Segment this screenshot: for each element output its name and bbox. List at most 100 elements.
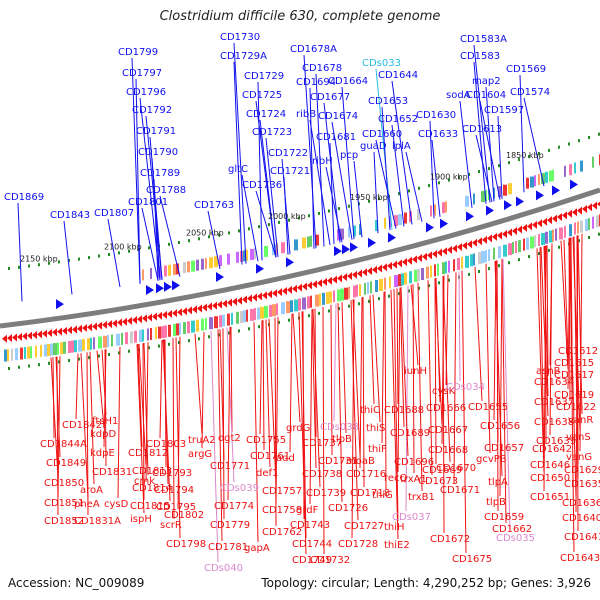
gene-label[interactable]: CD1743 — [290, 520, 330, 531]
gene-label[interactable]: thiE2 — [384, 540, 410, 551]
gene-label[interactable]: CD1869 — [4, 192, 44, 203]
gene-label[interactable]: CD1762 — [262, 527, 302, 538]
gene-label[interactable]: tlpA — [488, 477, 508, 488]
gene-label[interactable]: CD1652 — [378, 114, 418, 125]
gene-label[interactable]: thiS — [366, 423, 385, 434]
gene-label[interactable]: CD1644 — [378, 70, 418, 81]
gene-label[interactable]: CD1730 — [220, 32, 260, 43]
gene-label[interactable]: CD1728 — [338, 539, 378, 550]
gene-label[interactable]: CD1635 — [564, 479, 600, 490]
gene-label[interactable]: CD1664 — [328, 76, 368, 87]
gene-label[interactable]: CD1801 — [128, 197, 168, 208]
gene-label[interactable]: CDs037 — [392, 512, 431, 523]
gene-label[interactable]: CD1650 — [530, 473, 570, 484]
gene-label[interactable]: CD1662 — [492, 524, 532, 535]
gene-label[interactable]: thiF — [368, 444, 387, 455]
gene-label[interactable]: CD1725 — [242, 90, 282, 101]
gene-label[interactable]: CD1795 — [156, 502, 196, 513]
gene-label[interactable]: CD1643 — [560, 553, 600, 564]
gene-label[interactable]: CD1849 — [46, 458, 86, 469]
gene-label[interactable]: lplA — [392, 141, 411, 152]
gene-label[interactable]: trxB1 — [408, 492, 435, 503]
gene-label[interactable]: CD1642 — [532, 444, 572, 455]
gene-label[interactable]: ispH — [130, 514, 152, 525]
gene-label[interactable]: CDs033 — [362, 58, 401, 69]
gene-label[interactable]: CD1802 — [164, 510, 204, 521]
gene-label[interactable]: CD1638 — [534, 417, 574, 428]
gene-label[interactable]: CD1771 — [210, 461, 250, 472]
gene-label[interactable]: moaB — [346, 456, 375, 467]
gene-label[interactable]: CD1831A — [74, 516, 121, 527]
gene-label[interactable]: ribB — [296, 109, 316, 120]
gene-label[interactable]: CD1793 — [152, 468, 192, 479]
gene-label[interactable]: CD1724 — [246, 109, 286, 120]
gene-label[interactable]: CD1794 — [154, 485, 194, 496]
gene-label[interactable]: CD1569 — [506, 64, 546, 75]
gene-label[interactable]: CD1640 — [562, 513, 600, 524]
gene-label[interactable]: CD1729A — [220, 51, 267, 62]
gene-label[interactable]: CD1633 — [418, 129, 458, 140]
gene-label[interactable]: CDs039 — [220, 483, 259, 494]
gene-label[interactable]: CD1583 — [460, 51, 500, 62]
gene-label[interactable]: ftsH1 — [92, 416, 118, 427]
gene-label[interactable]: CD1736 — [242, 180, 282, 191]
gene-label[interactable]: CD1812 — [128, 448, 168, 459]
gene-label[interactable]: CD1656 — [480, 421, 520, 432]
gene-label[interactable]: kdpE — [90, 448, 115, 459]
gene-label[interactable]: CD1781 — [208, 542, 248, 553]
gene-label[interactable]: argG — [188, 449, 212, 460]
gene-label[interactable]: def1 — [256, 468, 278, 479]
gene-label[interactable]: CD1583A — [460, 34, 507, 45]
gene-label[interactable]: CD1619 — [554, 390, 594, 401]
gene-label[interactable]: CD1814 — [132, 483, 172, 494]
gene-label[interactable]: CD1651 — [530, 492, 570, 503]
gene-label[interactable]: CD1790 — [138, 147, 178, 158]
gene-label[interactable]: sodA — [446, 90, 471, 101]
gene-label[interactable]: pcp — [340, 150, 358, 161]
gene-label[interactable]: CD1844A — [40, 439, 87, 450]
gene-label[interactable]: asnB — [536, 366, 561, 377]
gene-label[interactable]: CD1677 — [310, 92, 350, 103]
gene-label[interactable]: CD1831 — [92, 467, 132, 478]
gene-label[interactable]: CD1673 — [418, 476, 458, 487]
gene-label[interactable]: CD1749 — [292, 555, 332, 566]
gene-label[interactable]: CD1791 — [136, 126, 176, 137]
gene-label[interactable]: thiH — [384, 522, 405, 533]
gene-label[interactable]: CD1718 — [350, 488, 390, 499]
gene-label[interactable]: CD1755 — [246, 435, 286, 446]
gene-label[interactable]: trxA1 — [400, 474, 427, 485]
gene-label[interactable]: CD1694 — [296, 77, 336, 88]
gene-label[interactable]: CD1797 — [122, 68, 162, 79]
gene-label[interactable]: CD1774 — [214, 501, 254, 512]
gene-label[interactable]: CD1788 — [146, 185, 186, 196]
gene-label[interactable]: CD1842 — [62, 420, 102, 431]
gene-label[interactable]: gltC — [228, 164, 248, 175]
gene-label[interactable]: tlpB — [486, 497, 506, 508]
gene-label[interactable]: CD1732 — [310, 555, 350, 566]
gene-label[interactable]: CD1660 — [362, 129, 402, 140]
gene-label[interactable]: CD1789 — [140, 168, 180, 179]
gene-label[interactable]: ogt2 — [218, 433, 241, 444]
gene-label[interactable]: CD1639 — [536, 436, 576, 447]
gene-label[interactable]: grdG — [286, 423, 310, 434]
gene-label[interactable]: ribH — [312, 156, 333, 167]
gene-label[interactable]: thiG — [372, 490, 393, 501]
gene-label[interactable]: CD1670 — [436, 463, 476, 474]
gene-label[interactable]: CDs034 — [446, 382, 485, 393]
gene-label[interactable]: CD1796 — [126, 87, 166, 98]
gene-label[interactable]: CD1727 — [344, 521, 384, 532]
gene-label[interactable]: CD1681 — [316, 132, 356, 143]
gene-label[interactable]: CD1622 — [556, 402, 596, 413]
gene-label[interactable]: CD1672 — [430, 534, 470, 545]
gene-label[interactable]: iunH — [404, 366, 427, 377]
gene-label[interactable]: CD1689 — [390, 428, 430, 439]
gene-label[interactable]: CD1757 — [262, 486, 302, 497]
gene-label[interactable]: CD1668 — [428, 445, 468, 456]
gene-label[interactable]: recQ — [384, 473, 408, 484]
gene-label[interactable]: vanG — [566, 452, 592, 463]
gene-label[interactable]: CD1675 — [452, 554, 492, 565]
gene-label[interactable]: CD1666 — [426, 403, 466, 414]
gene-label[interactable]: CD1799 — [118, 47, 158, 58]
gene-label[interactable]: thiC — [360, 405, 380, 416]
gene-label[interactable]: CD1688 — [384, 405, 424, 416]
